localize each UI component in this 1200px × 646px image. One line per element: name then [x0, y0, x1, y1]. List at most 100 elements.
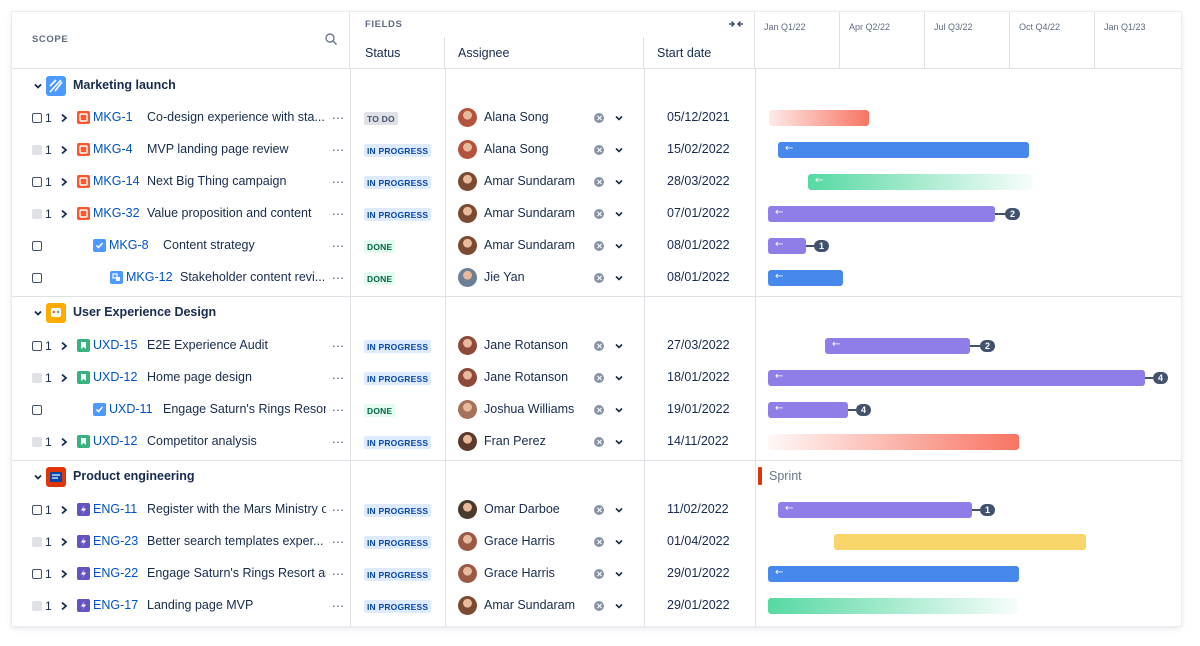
status-badge[interactable]: IN PROGRESS — [364, 436, 432, 449]
more-options-icon[interactable]: ... — [332, 267, 345, 282]
clear-assignee-icon[interactable] — [594, 273, 604, 283]
assignee-name[interactable]: Grace Harris — [484, 566, 555, 580]
row-checkbox[interactable] — [32, 177, 42, 187]
row-checkbox[interactable] — [32, 505, 42, 515]
more-options-icon[interactable]: ... — [332, 399, 345, 414]
clear-assignee-icon[interactable] — [594, 373, 604, 383]
more-options-icon[interactable]: ... — [332, 431, 345, 446]
timeline-bar[interactable] — [834, 534, 1086, 550]
more-options-icon[interactable]: ... — [332, 171, 345, 186]
status-badge[interactable]: DONE — [364, 404, 396, 417]
start-date[interactable]: 15/02/2022 — [667, 142, 730, 156]
chevron-down-icon[interactable] — [614, 537, 624, 547]
timeline-bar[interactable]: ← — [768, 402, 848, 418]
timeline-bar[interactable]: ← — [768, 206, 995, 222]
issue-row-mkg-8[interactable]: MKG-8 Content strategy... DONE Amar Sundara… — [12, 230, 1181, 262]
status-badge[interactable]: IN PROGRESS — [364, 144, 432, 157]
column-header-assignee[interactable]: Assignee — [445, 37, 644, 69]
more-options-icon[interactable]: ... — [332, 367, 345, 382]
chevron-down-icon[interactable] — [614, 113, 624, 123]
more-options-icon[interactable]: ... — [332, 139, 345, 154]
issue-row-mkg-4[interactable]: 1 MKG-4 MVP landing page review... IN PROGR… — [12, 134, 1181, 166]
issue-row-mkg-1[interactable]: 1 MKG-1 Co-design experience with sta.....… — [12, 102, 1181, 134]
assignee-name[interactable]: Fran Perez — [484, 434, 546, 448]
issue-row-eng-22[interactable]: 1 ENG-22 Engage Saturn's Rings Resort as..… — [12, 558, 1181, 590]
status-badge[interactable]: IN PROGRESS — [364, 600, 432, 613]
issue-key-link[interactable]: ENG-11 — [93, 502, 138, 516]
sprint-marker[interactable] — [758, 467, 762, 485]
chevron-down-icon[interactable] — [614, 373, 624, 383]
status-badge[interactable]: DONE — [364, 240, 396, 253]
chevron-right-icon[interactable] — [60, 437, 68, 447]
assignee-name[interactable]: Jane Rotanson — [484, 338, 569, 352]
issue-row-uxd-15[interactable]: 1 UXD-15 E2E Experience Audit... IN PROGRES… — [12, 330, 1181, 362]
start-date[interactable]: 29/01/2022 — [667, 566, 730, 580]
row-checkbox[interactable] — [32, 373, 42, 383]
issue-key-link[interactable]: UXD-11 — [109, 402, 153, 416]
status-badge[interactable]: IN PROGRESS — [364, 536, 432, 549]
column-header-status[interactable]: Status — [350, 37, 445, 69]
chevron-down-icon[interactable] — [614, 505, 624, 515]
chevron-down-icon[interactable] — [33, 308, 43, 318]
timeline-bar[interactable]: ← — [825, 338, 970, 354]
chevron-down-icon[interactable] — [33, 81, 43, 91]
start-date[interactable]: 08/01/2022 — [667, 238, 730, 252]
assignee-name[interactable]: Omar Darboe — [484, 502, 560, 516]
chevron-right-icon[interactable] — [60, 177, 68, 187]
assignee-name[interactable]: Amar Sundaram — [484, 598, 576, 612]
clear-assignee-icon[interactable] — [594, 241, 604, 251]
issue-key-link[interactable]: MKG-12 — [126, 270, 173, 284]
row-checkbox[interactable] — [32, 405, 42, 415]
timeline-bar[interactable]: ← — [778, 142, 1029, 158]
start-date[interactable]: 27/03/2022 — [667, 338, 730, 352]
status-badge[interactable]: IN PROGRESS — [364, 504, 432, 517]
chevron-right-icon[interactable] — [60, 209, 68, 219]
search-icon[interactable] — [324, 32, 338, 46]
more-options-icon[interactable]: ... — [332, 563, 345, 578]
chevron-down-icon[interactable] — [614, 405, 624, 415]
chevron-down-icon[interactable] — [33, 472, 43, 482]
issue-key-link[interactable]: UXD-12 — [93, 370, 138, 384]
row-checkbox[interactable] — [32, 113, 42, 123]
issue-key-link[interactable]: MKG-32 — [93, 206, 140, 220]
status-badge[interactable]: IN PROGRESS — [364, 340, 432, 353]
collapse-fields-icon[interactable] — [728, 18, 744, 30]
chevron-down-icon[interactable] — [614, 177, 624, 187]
dependency-indicator[interactable]: 4 — [1145, 372, 1168, 384]
issue-key-link[interactable]: ENG-17 — [93, 598, 139, 612]
issue-row-eng-11[interactable]: 1 ENG-11 Register with the Mars Ministry o… — [12, 494, 1181, 526]
dependency-indicator[interactable]: 2 — [995, 208, 1020, 220]
chevron-down-icon[interactable] — [614, 341, 624, 351]
clear-assignee-icon[interactable] — [594, 505, 604, 515]
timeline-bar[interactable] — [768, 598, 1018, 614]
chevron-right-icon[interactable] — [60, 569, 68, 579]
issue-row-uxd-12[interactable]: 1 UXD-12 Home page design... IN PROGRESS Jan… — [12, 362, 1181, 394]
chevron-down-icon[interactable] — [614, 145, 624, 155]
status-badge[interactable]: TO DO — [364, 112, 398, 125]
group-row-product-engineering[interactable]: Product engineering Sprint — [12, 460, 1181, 494]
issue-row-mkg-14[interactable]: 1 MKG-14 Next Big Thing campaign... IN PROG… — [12, 166, 1181, 198]
assignee-name[interactable]: Amar Sundaram — [484, 206, 576, 220]
timeline-bar[interactable]: ← — [768, 566, 1019, 582]
row-checkbox[interactable] — [32, 209, 42, 219]
clear-assignee-icon[interactable] — [594, 113, 604, 123]
issue-key-link[interactable]: MKG-14 — [93, 174, 140, 188]
clear-assignee-icon[interactable] — [594, 569, 604, 579]
chevron-right-icon[interactable] — [60, 505, 68, 515]
group-row-ux-design[interactable]: User Experience Design — [12, 296, 1181, 330]
more-options-icon[interactable]: ... — [332, 531, 345, 546]
more-options-icon[interactable]: ... — [332, 499, 345, 514]
start-date[interactable]: 14/11/2022 — [667, 434, 729, 448]
dependency-indicator[interactable]: 1 — [806, 240, 829, 252]
issue-row-eng-17[interactable]: 1 ENG-17 Landing page MVP... IN PROGRESS Ama… — [12, 590, 1181, 622]
start-date[interactable]: 08/01/2022 — [667, 270, 730, 284]
timeline-bar[interactable]: ← — [778, 502, 972, 518]
issue-row-uxd-11[interactable]: UXD-11 Engage Saturn's Rings Resort a....… — [12, 394, 1181, 426]
timeline-bar[interactable]: ← — [808, 174, 1032, 190]
more-options-icon[interactable]: ... — [332, 107, 345, 122]
issue-key-link[interactable]: ENG-22 — [93, 566, 139, 580]
assignee-name[interactable]: Joshua Williams — [484, 402, 575, 416]
assignee-name[interactable]: Grace Harris — [484, 534, 555, 548]
clear-assignee-icon[interactable] — [594, 341, 604, 351]
assignee-name[interactable]: Alana Song — [484, 110, 549, 124]
